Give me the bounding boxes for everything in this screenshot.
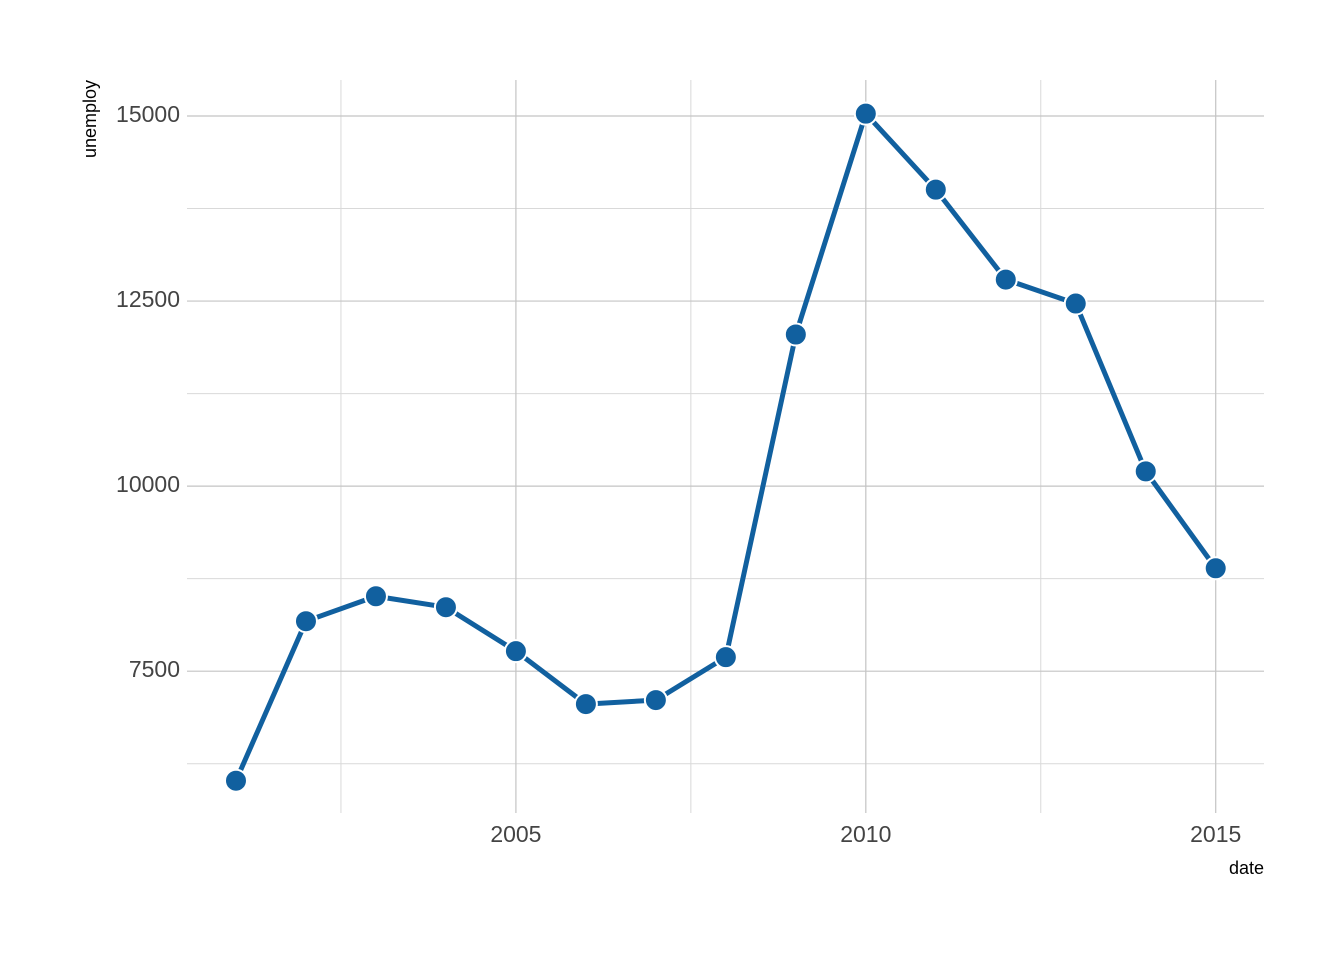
point — [503, 639, 528, 664]
point — [433, 595, 458, 620]
point — [293, 609, 318, 634]
y-axis-title: unemploy — [80, 80, 100, 158]
point — [1133, 459, 1158, 484]
x-axis-title: date — [1229, 858, 1264, 878]
x-tick-label: 2015 — [1190, 821, 1241, 847]
point — [783, 322, 808, 347]
point — [223, 768, 248, 793]
x-tick-label: 2010 — [840, 821, 891, 847]
line — [233, 111, 1218, 782]
y-tick-label: 12500 — [116, 286, 180, 312]
point — [1063, 291, 1088, 316]
point — [713, 645, 738, 670]
point — [573, 692, 598, 717]
point — [993, 267, 1018, 292]
point — [853, 101, 878, 126]
point — [923, 177, 948, 202]
y-tick-label: 10000 — [116, 471, 180, 497]
point — [363, 584, 388, 609]
point — [643, 688, 668, 713]
point — [1203, 556, 1228, 581]
y-tick-label: 7500 — [129, 656, 180, 682]
y-tick-label: 15000 — [116, 101, 180, 127]
x-tick-label: 2005 — [490, 821, 541, 847]
